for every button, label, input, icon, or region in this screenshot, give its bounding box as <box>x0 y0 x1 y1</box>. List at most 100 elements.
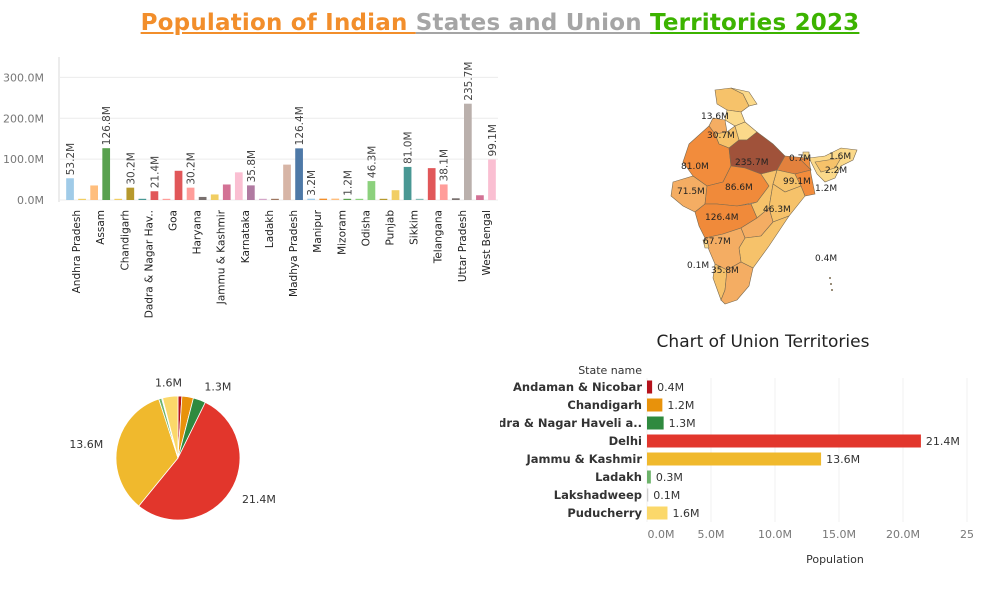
ut-bar-value-label: 1.3M <box>669 417 696 430</box>
title-part-3: Territories 2023 <box>650 10 860 36</box>
map-region-label: 126.4M <box>705 213 739 223</box>
bar <box>415 198 424 200</box>
bar <box>488 159 496 200</box>
x-category-label: West Bengal <box>481 210 493 276</box>
map-region-label: 71.5M <box>677 187 705 197</box>
bar <box>66 178 74 200</box>
y-tick-label: 300.0M <box>3 71 44 84</box>
pie-slice-label: 1.6M <box>155 377 182 390</box>
bar-value-label: 3.2M <box>306 170 318 196</box>
union-territories-bar-chart: Chart of Union Territories State name 0.0M… <box>500 332 974 565</box>
x-category-label: Chandigarh <box>119 210 131 271</box>
row-label: Andaman & Nicobar <box>513 380 642 394</box>
bar <box>343 198 352 200</box>
map-region-label: 67.7M <box>703 237 731 247</box>
states-bar-chart: 0.0M 100.0M 200.0M 300.0M 53.2M 126.8M 30.2M 21… <box>3 57 499 318</box>
island-dot <box>829 277 831 279</box>
x-category-label: Manipur <box>312 209 324 252</box>
bar <box>198 196 207 200</box>
bar-value-label: 30.2M <box>125 152 137 184</box>
india-choropleth-map: 13.6M 30.7M 81.0M 235.7M 0.7M 1.6M 2.2M 99.1M 1.… <box>670 87 858 305</box>
map-region-label: 0.7M <box>789 154 811 164</box>
x-tick-label: 25 <box>960 528 974 541</box>
x-category-label: Assam <box>95 210 107 245</box>
ut-bar <box>647 380 653 394</box>
bar <box>307 198 315 200</box>
region-goa[interactable] <box>702 239 710 249</box>
bar-value-label: 21.4M <box>149 156 161 188</box>
x-category-label: Haryana <box>192 210 204 254</box>
x-category-label: Jammu & Kashmir <box>216 209 228 305</box>
bar <box>222 184 231 200</box>
y-tick-label: 100.0M <box>3 153 44 166</box>
bar <box>295 148 303 200</box>
map-region-label: 35.8M <box>711 266 739 276</box>
union-territories-pie-chart: 1.3M 21.4M 13.6M 1.6M <box>69 377 276 521</box>
region-ladakh[interactable] <box>730 87 758 107</box>
region-assam[interactable] <box>814 157 842 173</box>
row-label: Jammu & Kashmir <box>525 452 642 466</box>
bar <box>476 195 484 200</box>
x-axis-title: Population <box>806 553 864 565</box>
bar <box>283 164 291 200</box>
x-category-label: Andhra Pradesh <box>71 210 83 293</box>
region-sikkim[interactable] <box>802 151 810 159</box>
map-region-label: 13.6M <box>701 112 729 122</box>
pie-slice <box>115 398 179 507</box>
ut-bar <box>647 506 668 520</box>
row-label: Ladakh <box>595 470 642 484</box>
bar <box>271 198 279 200</box>
ut-bar-value-label: 0.4M <box>657 381 684 394</box>
ut-bar <box>647 470 651 484</box>
row-header: State name <box>578 364 642 377</box>
x-category-label: Uttar Pradesh <box>457 210 469 282</box>
map-region-label: 235.7M <box>735 158 769 168</box>
bar-value-label: 30.2M <box>186 152 198 184</box>
ut-bar <box>647 452 822 466</box>
y-tick-label: 200.0M <box>3 112 44 125</box>
bar <box>150 191 159 200</box>
map-region-label: 86.6M <box>725 183 753 193</box>
bar <box>174 170 183 200</box>
page-title: Population of Indian States and Union Te… <box>0 10 1000 36</box>
bar <box>439 184 448 200</box>
map-region-label: 0.1M <box>687 261 709 271</box>
ut-bar <box>647 488 649 502</box>
map-region-label: 0.4M <box>815 254 837 264</box>
bar-value-label: 126.8M <box>101 106 113 145</box>
map-regions <box>670 87 858 305</box>
bar-value-label: 46.3M <box>366 146 378 178</box>
bar <box>90 185 98 200</box>
region-karnataka[interactable] <box>704 227 746 271</box>
map-region-label: 81.0M <box>681 162 709 172</box>
bar-value-label: 38.1M <box>439 149 451 181</box>
region-tamil-nadu[interactable] <box>720 261 754 305</box>
bar <box>319 198 328 200</box>
bar <box>210 194 219 200</box>
bar <box>451 198 460 200</box>
bar <box>126 187 135 200</box>
bar <box>247 185 255 200</box>
title-part-2: States and Union <box>415 10 651 36</box>
bar <box>367 181 376 200</box>
title-part-1: Population of Indian <box>140 10 416 36</box>
ut-bar <box>647 416 664 430</box>
bar <box>186 187 195 200</box>
ut-bar <box>647 398 663 412</box>
bar <box>464 103 472 200</box>
pie-slice-label: 13.6M <box>69 438 103 451</box>
bar <box>259 198 267 200</box>
bar <box>379 198 388 200</box>
x-category-label: Punjab <box>385 210 397 246</box>
x-category-label: Karnataka <box>240 210 252 263</box>
bar <box>78 198 86 200</box>
row-label: Delhi <box>609 434 642 448</box>
bar <box>138 198 147 200</box>
x-tick-label: 0.0M <box>648 528 675 541</box>
row-label: Chandigarh <box>567 398 642 412</box>
x-category-label: Dadra & Nagar Hav.. <box>143 210 155 318</box>
bar <box>391 190 400 200</box>
x-tick-label: 15.0M <box>822 528 856 541</box>
row-label: Dadra & Nagar Haveli a.. <box>500 416 642 430</box>
bar-value-label: 81.0M <box>403 131 415 163</box>
